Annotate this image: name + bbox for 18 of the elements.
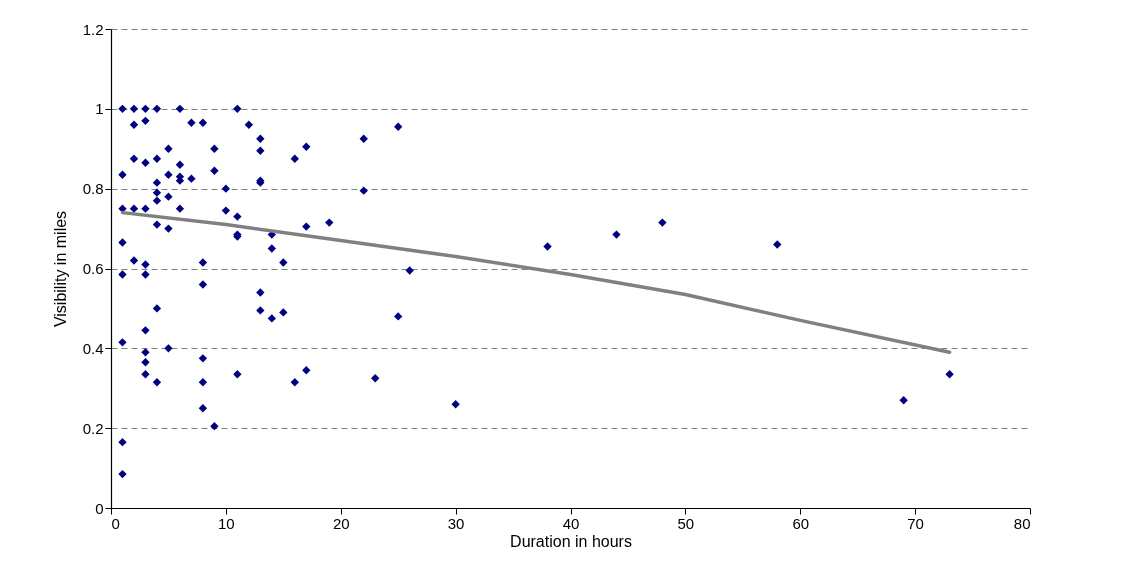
x-tick-label: 40: [562, 514, 580, 532]
x-tick-label: 30: [447, 514, 465, 532]
y-tick-label: 0.8: [82, 180, 104, 198]
x-tick-label: 0: [111, 514, 120, 532]
y-tick-label: 1: [95, 100, 104, 118]
x-tick-label: 50: [677, 514, 695, 532]
x-tick-label: 20: [332, 514, 350, 532]
y-axis-title: Visibility in miles: [51, 210, 69, 328]
x-axis-title: Duration in hours: [510, 532, 632, 550]
x-tick-label: 10: [218, 514, 235, 532]
x-tick-label: 80: [1013, 514, 1031, 532]
x-tick-label: 60: [792, 514, 810, 532]
y-tick-label: 0.6: [82, 260, 104, 277]
y-tick-label: 0.4: [82, 339, 104, 357]
y-tick-label: 1.2: [82, 20, 104, 38]
x-tick-label: 70: [907, 514, 924, 532]
y-tick-label: 0.2: [82, 419, 104, 437]
y-tick-label: 0: [95, 499, 104, 517]
